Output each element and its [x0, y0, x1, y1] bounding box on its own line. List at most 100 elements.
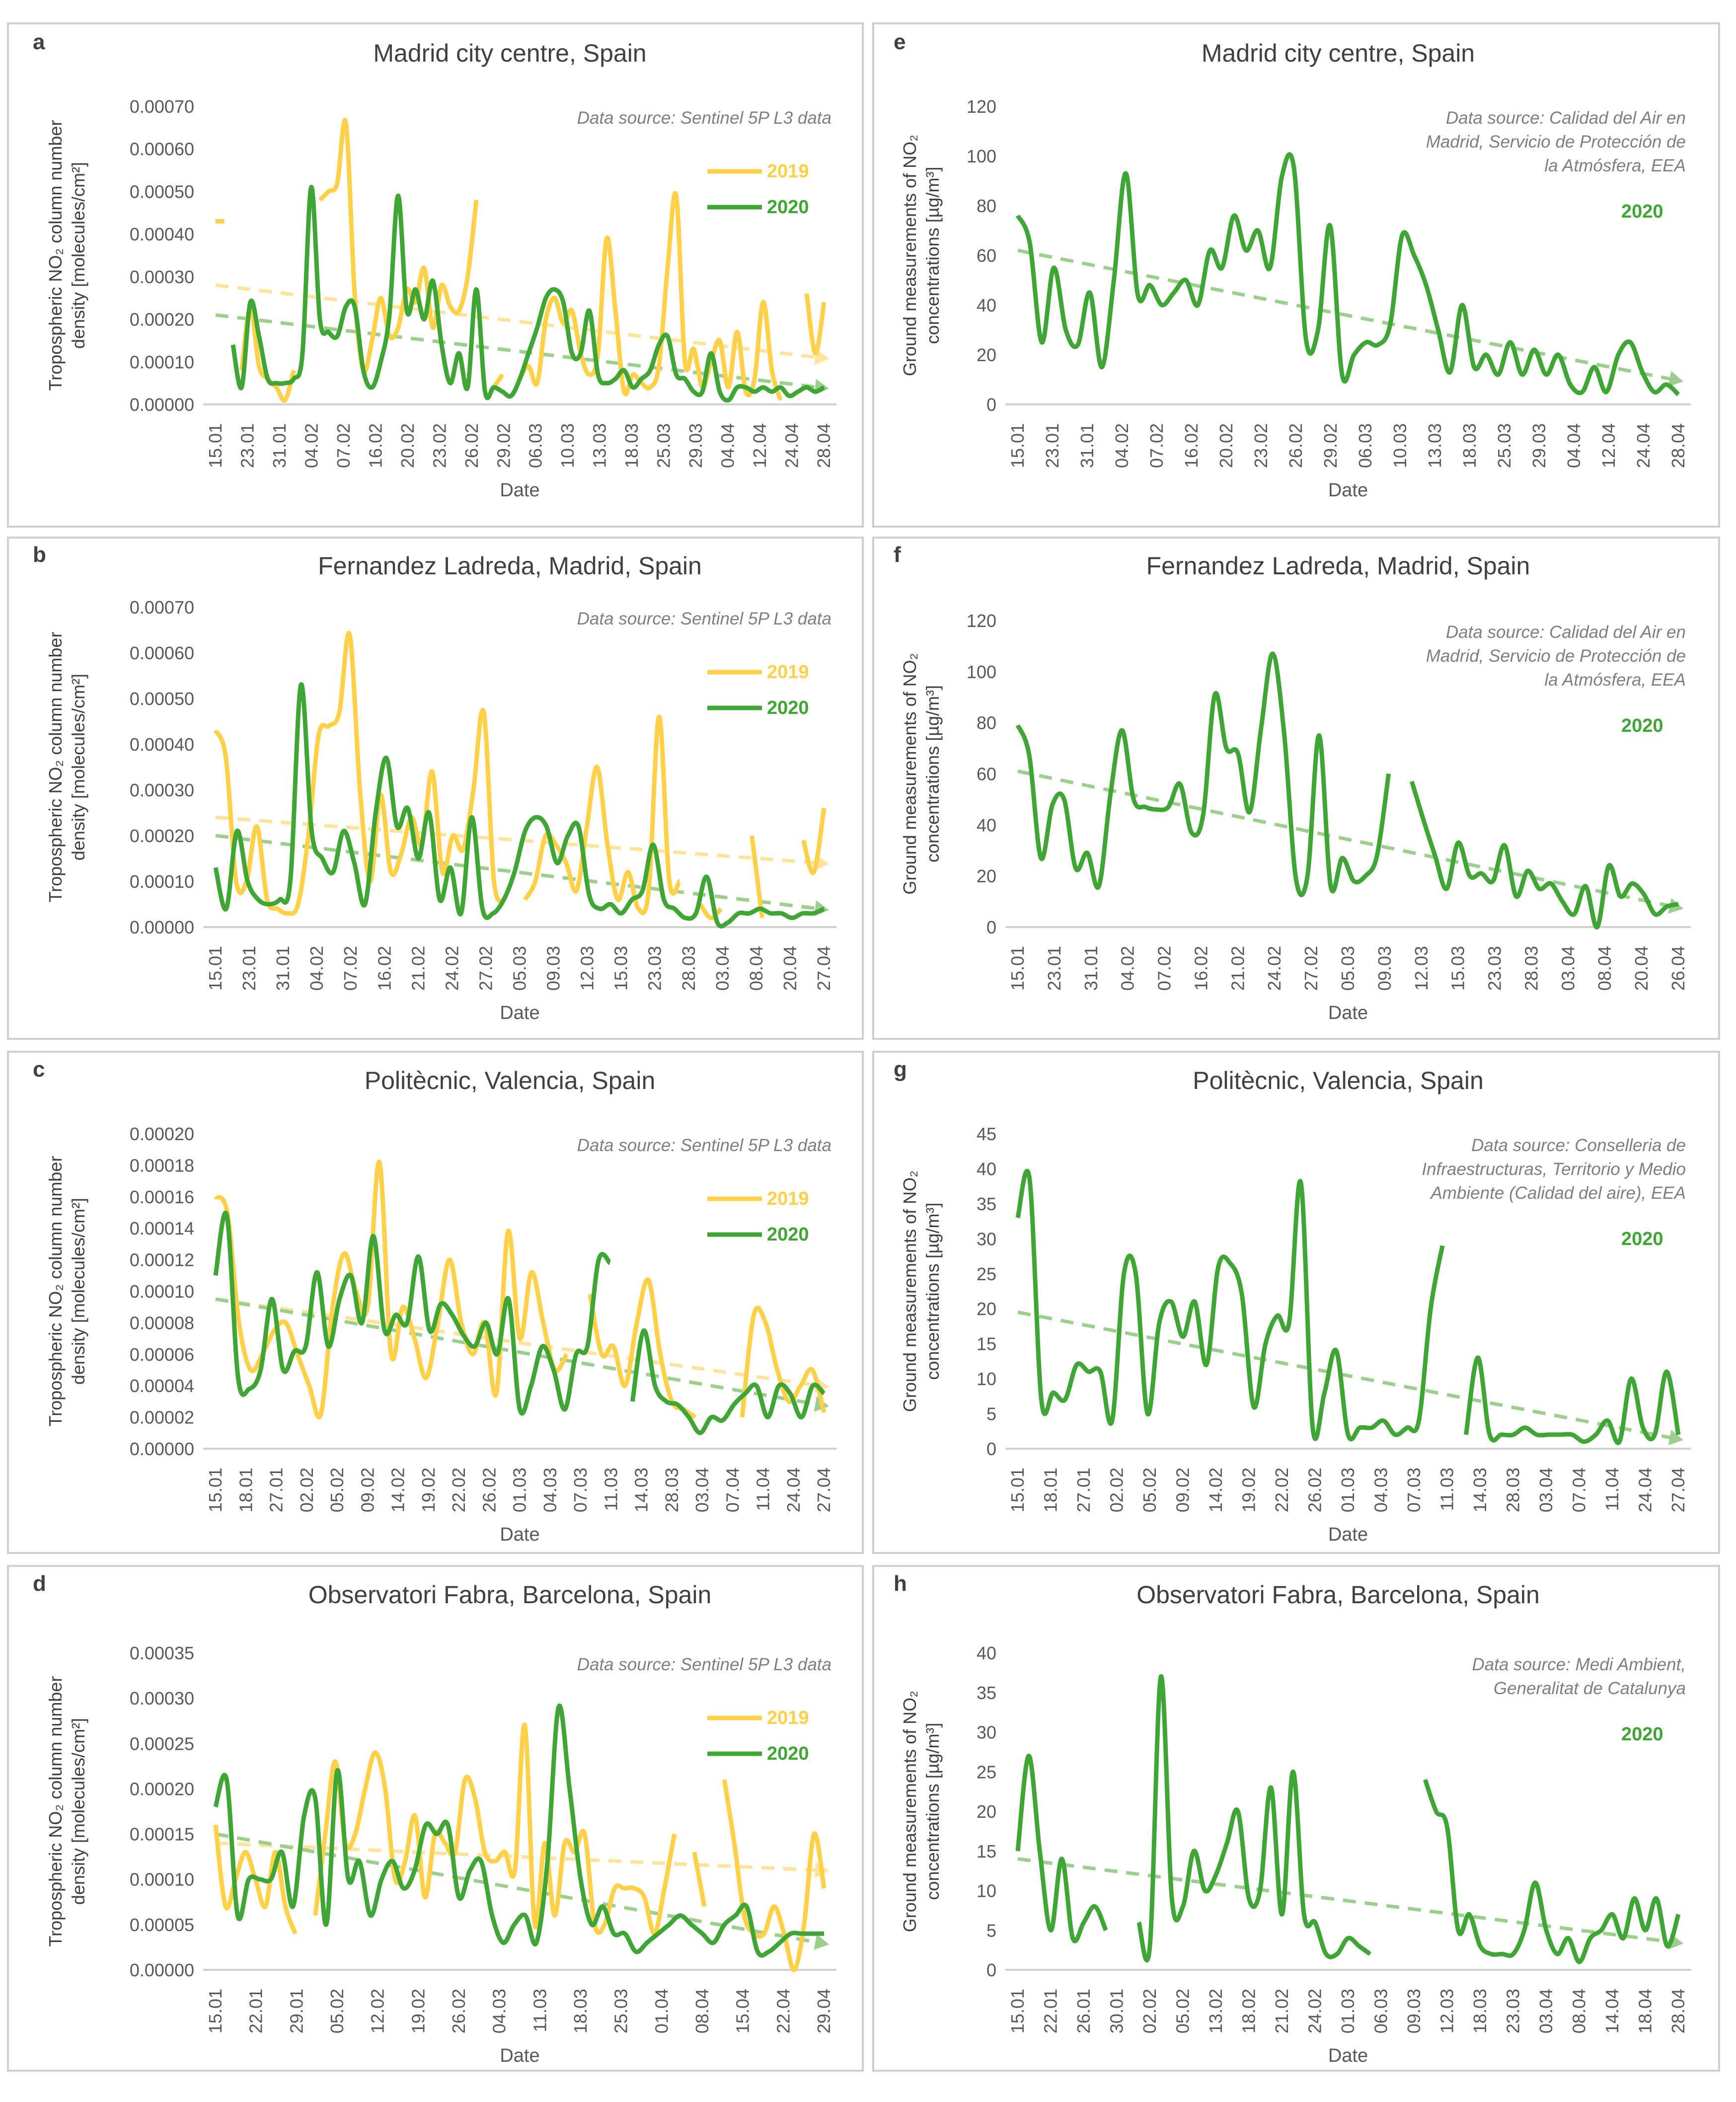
panel-h: h Observatori Fabra, Barcelona, Spain 0 5 10… — [872, 1565, 1720, 2072]
chart-h-ytick: 0 — [986, 1960, 996, 1980]
chart-f-xtick: 23.01 — [1044, 946, 1064, 991]
chart-c-ytick: 0.00012 — [130, 1250, 194, 1270]
chart-a-ylabel: Tropospheric NO₂ column number — [45, 120, 66, 391]
chart-c-xtick: 27.01 — [266, 1468, 287, 1512]
chart-b-xtick: 23.03 — [645, 946, 665, 991]
chart-d-svg: d Observatori Fabra, Barcelona, Spain 0.00… — [33, 1571, 836, 2066]
chart-e-xlabel: Date — [1328, 480, 1368, 501]
chart-g-ytick: 0 — [986, 1439, 996, 1459]
chart-h-xtick: 30.01 — [1107, 1989, 1127, 2033]
chart-c-ytick: 0.00000 — [130, 1439, 194, 1459]
chart-c-xtick: 14.02 — [388, 1468, 408, 1512]
chart-f-series-2020-line — [1409, 780, 1679, 930]
chart-b-xtick: 05.03 — [510, 946, 530, 991]
chart-e-xtick: 13.03 — [1425, 423, 1445, 468]
chart-h-ytick: 20 — [977, 1801, 996, 1822]
chart-b-ytick: 0.00040 — [130, 734, 194, 755]
chart-f-ytick: 0 — [986, 917, 996, 937]
chart-b-trend-2020 — [215, 834, 820, 911]
chart-f-xtick: 20.04 — [1631, 946, 1652, 991]
chart-d-legend-2019: 2019 — [767, 1708, 809, 1728]
chart-d-ytick: 0.00030 — [130, 1688, 194, 1709]
chart-e-source: la Atmósfera, EEA — [1544, 156, 1686, 175]
chart-f-source: Madrid, Servicio de Protección de — [1426, 646, 1686, 666]
chart-b-series-2020-line — [213, 682, 825, 929]
chart-f-xtick: 15.01 — [1007, 946, 1028, 991]
chart-d-xtick: 18.03 — [570, 1989, 591, 2033]
chart-h-ylabel: concentrations [µg/m³] — [922, 1723, 943, 1900]
chart-d-xtick: 22.01 — [246, 1989, 266, 2033]
chart-d-series-2020 — [213, 1704, 824, 1958]
chart-b-ytick: 0.00030 — [130, 780, 194, 800]
chart-g-ylabel: Ground measurements of NO₂ — [900, 1170, 920, 1412]
chart-f-xtick: 05.03 — [1338, 946, 1358, 991]
chart-e-xtick: 18.03 — [1459, 423, 1480, 468]
chart-b-title: Fernandez Ladreda, Madrid, Spain — [318, 552, 702, 580]
chart-c-ylabel: density [molecules/cm²] — [68, 1198, 88, 1385]
chart-c-series-2019-line — [588, 1277, 697, 1419]
chart-h-xtick: 03.04 — [1536, 1989, 1556, 2033]
chart-c-trend-2020 — [215, 1297, 820, 1406]
chart-e-xtick: 04.04 — [1564, 423, 1584, 468]
chart-b-xtick: 09.03 — [543, 946, 564, 991]
chart-g-xtick: 27.01 — [1073, 1468, 1094, 1512]
chart-d-ytick: 0.00020 — [130, 1779, 194, 1799]
chart-e-xtick: 23.02 — [1251, 423, 1271, 468]
chart-g-xtick: 14.02 — [1206, 1468, 1226, 1512]
chart-b-xtick: 31.01 — [273, 946, 293, 991]
chart-a-xtick: 31.01 — [269, 423, 290, 468]
chart-g-xtick: 27.04 — [1668, 1468, 1688, 1512]
chart-e-letter: e — [894, 30, 906, 54]
chart-b-series-2020 — [213, 682, 825, 929]
chart-f-ylabel: concentrations [µg/m³] — [922, 685, 943, 862]
chart-f-ytick: 80 — [977, 713, 996, 733]
chart-e-xtick: 15.01 — [1007, 423, 1028, 468]
chart-a-xlabel: Date — [500, 480, 539, 501]
chart-h-xtick: 14.04 — [1602, 1989, 1622, 2033]
chart-g-legend-2020: 2020 — [1621, 1229, 1663, 1249]
chart-f-svg: f Fernandez Ladreda, Madrid, Spain 0 20 40 60… — [894, 543, 1691, 1023]
chart-c-xtick: 09.02 — [357, 1468, 377, 1512]
chart-g-xtick: 18.01 — [1041, 1468, 1061, 1512]
chart-b-xlabel: Date — [500, 1003, 539, 1023]
chart-e-ytick: 60 — [977, 245, 996, 266]
chart-e-trend-2020 — [1017, 248, 1674, 382]
chart-b-xtick: 20.04 — [780, 946, 800, 991]
chart-f-xtick: 07.02 — [1154, 946, 1175, 991]
chart-c-ytick: 0.00008 — [130, 1313, 194, 1333]
chart-e-xtick: 24.04 — [1633, 423, 1654, 468]
chart-f-ytick: 40 — [977, 815, 996, 835]
chart-g-ytick: 20 — [977, 1299, 996, 1319]
chart-h-series-2020-line — [1423, 1779, 1681, 1964]
chart-e-xtick: 20.02 — [1216, 423, 1236, 468]
chart-f-xtick: 24.02 — [1264, 946, 1284, 991]
chart-g-source: Infraestructuras, Territorio y Medio — [1422, 1160, 1686, 1179]
chart-d-xlabel: Date — [500, 2045, 539, 2066]
chart-b-xtick: 03.04 — [712, 946, 733, 991]
chart-b-ytick: 0.00070 — [130, 597, 194, 618]
chart-g-letter: g — [894, 1057, 907, 1082]
chart-g-ytick: 10 — [977, 1369, 996, 1389]
chart-c-xtick: 28.03 — [662, 1468, 682, 1512]
chart-g-xtick: 26.02 — [1305, 1468, 1325, 1512]
chart-a-xtick: 06.03 — [526, 423, 546, 468]
chart-g-xtick: 09.02 — [1173, 1468, 1193, 1512]
chart-f-legend-2020: 2020 — [1621, 715, 1663, 736]
chart-c-xtick: 07.04 — [722, 1468, 743, 1512]
chart-a-series-2019-line — [518, 191, 783, 401]
chart-g-xtick: 24.04 — [1635, 1468, 1656, 1512]
panel-e: e Madrid city centre, Spain 0 20 40 60 80 100 12… — [872, 22, 1720, 528]
chart-a-series-2019-line — [804, 293, 827, 356]
chart-g-source: Ambiente (Calidad del aire), EEA — [1430, 1183, 1686, 1203]
chart-a-xtick: 15.01 — [205, 423, 226, 468]
chart-a-xtick: 25.03 — [654, 423, 674, 468]
chart-c-series-2020-line — [630, 1328, 826, 1435]
chart-g-xtick: 01.03 — [1338, 1468, 1358, 1512]
chart-b-xtick: 28.03 — [679, 946, 699, 991]
chart-c-xtick: 22.02 — [449, 1468, 469, 1512]
chart-g-xtick: 11.03 — [1437, 1468, 1457, 1511]
chart-e-ytick: 100 — [967, 146, 996, 166]
chart-a-xtick: 29.02 — [493, 423, 514, 468]
chart-e-xtick: 16.02 — [1181, 423, 1202, 468]
chart-b-xtick: 07.02 — [340, 946, 361, 991]
